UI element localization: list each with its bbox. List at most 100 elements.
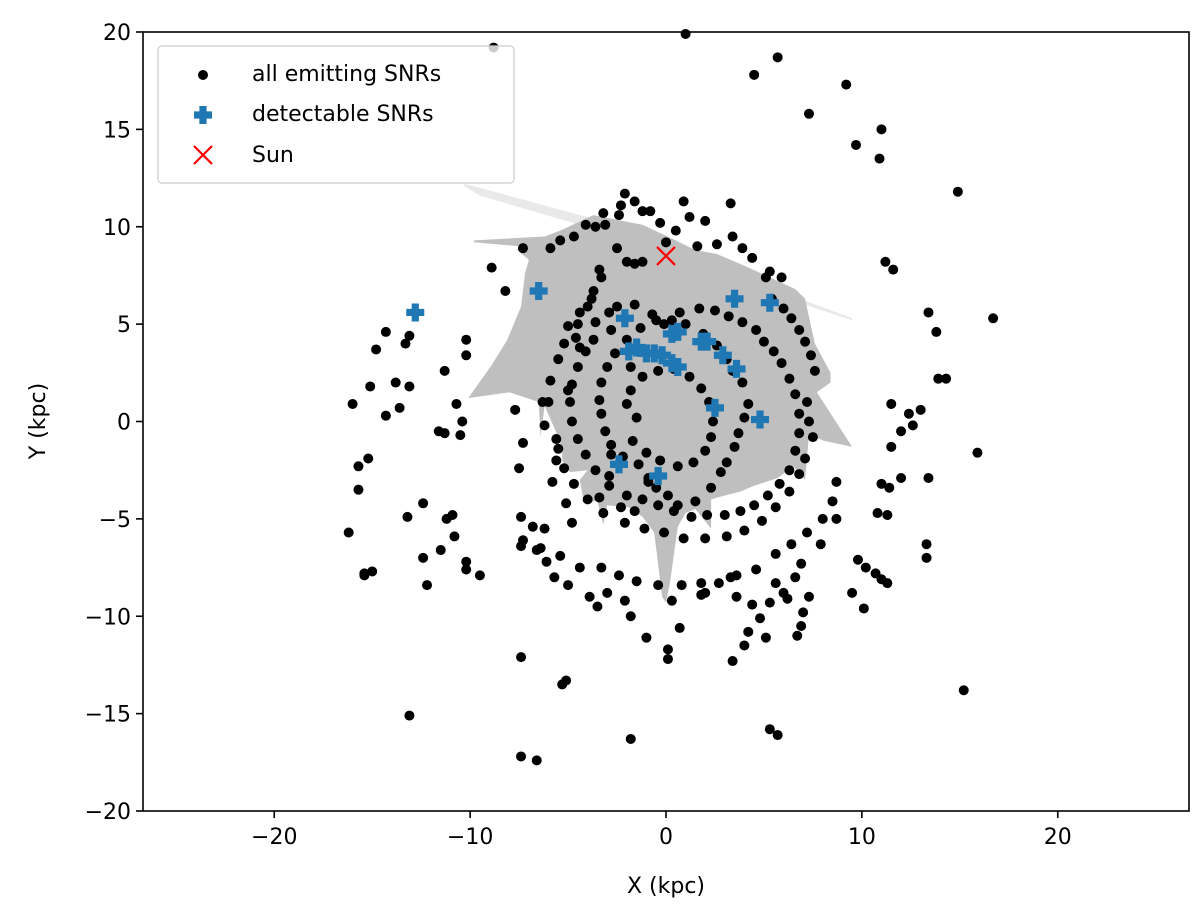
snr-point — [653, 365, 664, 376]
snr-point — [841, 79, 852, 90]
snr-point — [539, 523, 550, 534]
snr-point — [518, 437, 529, 448]
snr-point — [653, 500, 664, 511]
detectable-snr-marker — [725, 289, 744, 308]
snr-point — [619, 517, 630, 528]
snr-point — [762, 490, 773, 501]
snr-point — [731, 591, 742, 602]
snr-point — [764, 266, 775, 277]
detectable-snr-marker — [615, 309, 634, 328]
snr-point — [518, 243, 529, 254]
snr-point — [662, 654, 673, 665]
snr-point — [896, 426, 907, 437]
snr-point — [353, 484, 364, 495]
legend-label-sun: Sun — [252, 143, 294, 168]
snr-point — [418, 498, 429, 509]
snr-point — [439, 365, 450, 376]
snr-point — [516, 652, 527, 663]
snr-point — [958, 685, 969, 696]
y-tick-label: 15 — [103, 118, 131, 143]
snr-point — [851, 139, 862, 150]
snr-point — [600, 426, 611, 437]
legend-marker-all-snrs — [198, 70, 208, 80]
snr-point — [365, 381, 376, 392]
snr-point — [461, 350, 472, 361]
snr-point — [952, 186, 963, 197]
snr-point — [645, 206, 656, 217]
snr-point — [696, 383, 707, 394]
x-tick-label: 0 — [659, 825, 673, 850]
snr-point — [749, 500, 760, 511]
snr-point — [672, 461, 683, 472]
snr-point — [784, 486, 795, 497]
snr-point — [676, 580, 687, 591]
snr-point — [631, 576, 642, 587]
snr-point — [635, 323, 646, 334]
snr-point — [684, 371, 695, 382]
snr-point — [651, 482, 662, 493]
snr-point — [719, 509, 730, 520]
snr-point — [563, 580, 574, 591]
snr-point — [604, 307, 615, 318]
snr-point — [798, 607, 809, 618]
snr-point — [580, 219, 591, 230]
snr-point — [729, 441, 740, 452]
snr-point — [778, 303, 789, 314]
snr-point — [772, 730, 783, 741]
snr-point — [731, 570, 742, 581]
snr-point — [631, 412, 642, 423]
snr-point — [747, 599, 758, 610]
snr-point — [545, 243, 556, 254]
snr-point — [561, 498, 572, 509]
snr-point — [553, 354, 564, 365]
snr-point — [359, 568, 370, 579]
y-axis-label: Y (kpc) — [26, 383, 51, 460]
snr-point — [380, 410, 391, 421]
snr-point — [794, 469, 805, 480]
y-tick-label: −5 — [99, 508, 131, 533]
snr-point — [629, 506, 640, 517]
snr-point — [715, 467, 726, 478]
snr-point — [486, 262, 497, 273]
snr-point — [739, 412, 750, 423]
snr-point — [770, 502, 781, 513]
snr-point — [790, 389, 801, 400]
snr-point — [772, 52, 783, 63]
snr-point — [559, 338, 570, 349]
snr-point — [621, 490, 632, 501]
legend: all emitting SNRs detectable SNRs Sun — [157, 45, 515, 184]
snr-point — [647, 309, 658, 320]
snr-point — [606, 324, 617, 335]
snr-point — [639, 523, 650, 534]
snr-point — [596, 562, 607, 573]
legend-detectable-snr-marker — [194, 106, 212, 124]
snr-point — [743, 398, 754, 409]
detectable-snr-marker — [751, 410, 770, 429]
snr-point — [610, 348, 621, 359]
snr-point — [404, 330, 415, 341]
snr-point — [551, 434, 562, 445]
snr-point — [457, 416, 468, 427]
snr-point — [586, 293, 597, 304]
snr-point — [668, 506, 679, 517]
snr-point — [371, 344, 382, 355]
snr-point — [872, 508, 883, 519]
snr-point — [749, 69, 760, 80]
snr-point — [598, 208, 609, 219]
snr-point — [696, 589, 707, 600]
snr-point — [831, 476, 842, 487]
snr-point — [619, 188, 630, 199]
snr-point — [886, 441, 897, 452]
snr-point — [876, 478, 887, 489]
snr-point — [572, 361, 583, 372]
snr-point — [666, 595, 677, 606]
snr-point — [662, 644, 673, 655]
snr-point — [655, 455, 666, 466]
snr-point — [876, 124, 887, 135]
snr-point — [435, 545, 446, 556]
snr-point — [800, 336, 811, 347]
snr-point — [461, 334, 472, 345]
detectable-snr-marker — [609, 455, 628, 474]
detectable-snr-marker — [627, 338, 646, 357]
snr-point — [539, 420, 550, 431]
